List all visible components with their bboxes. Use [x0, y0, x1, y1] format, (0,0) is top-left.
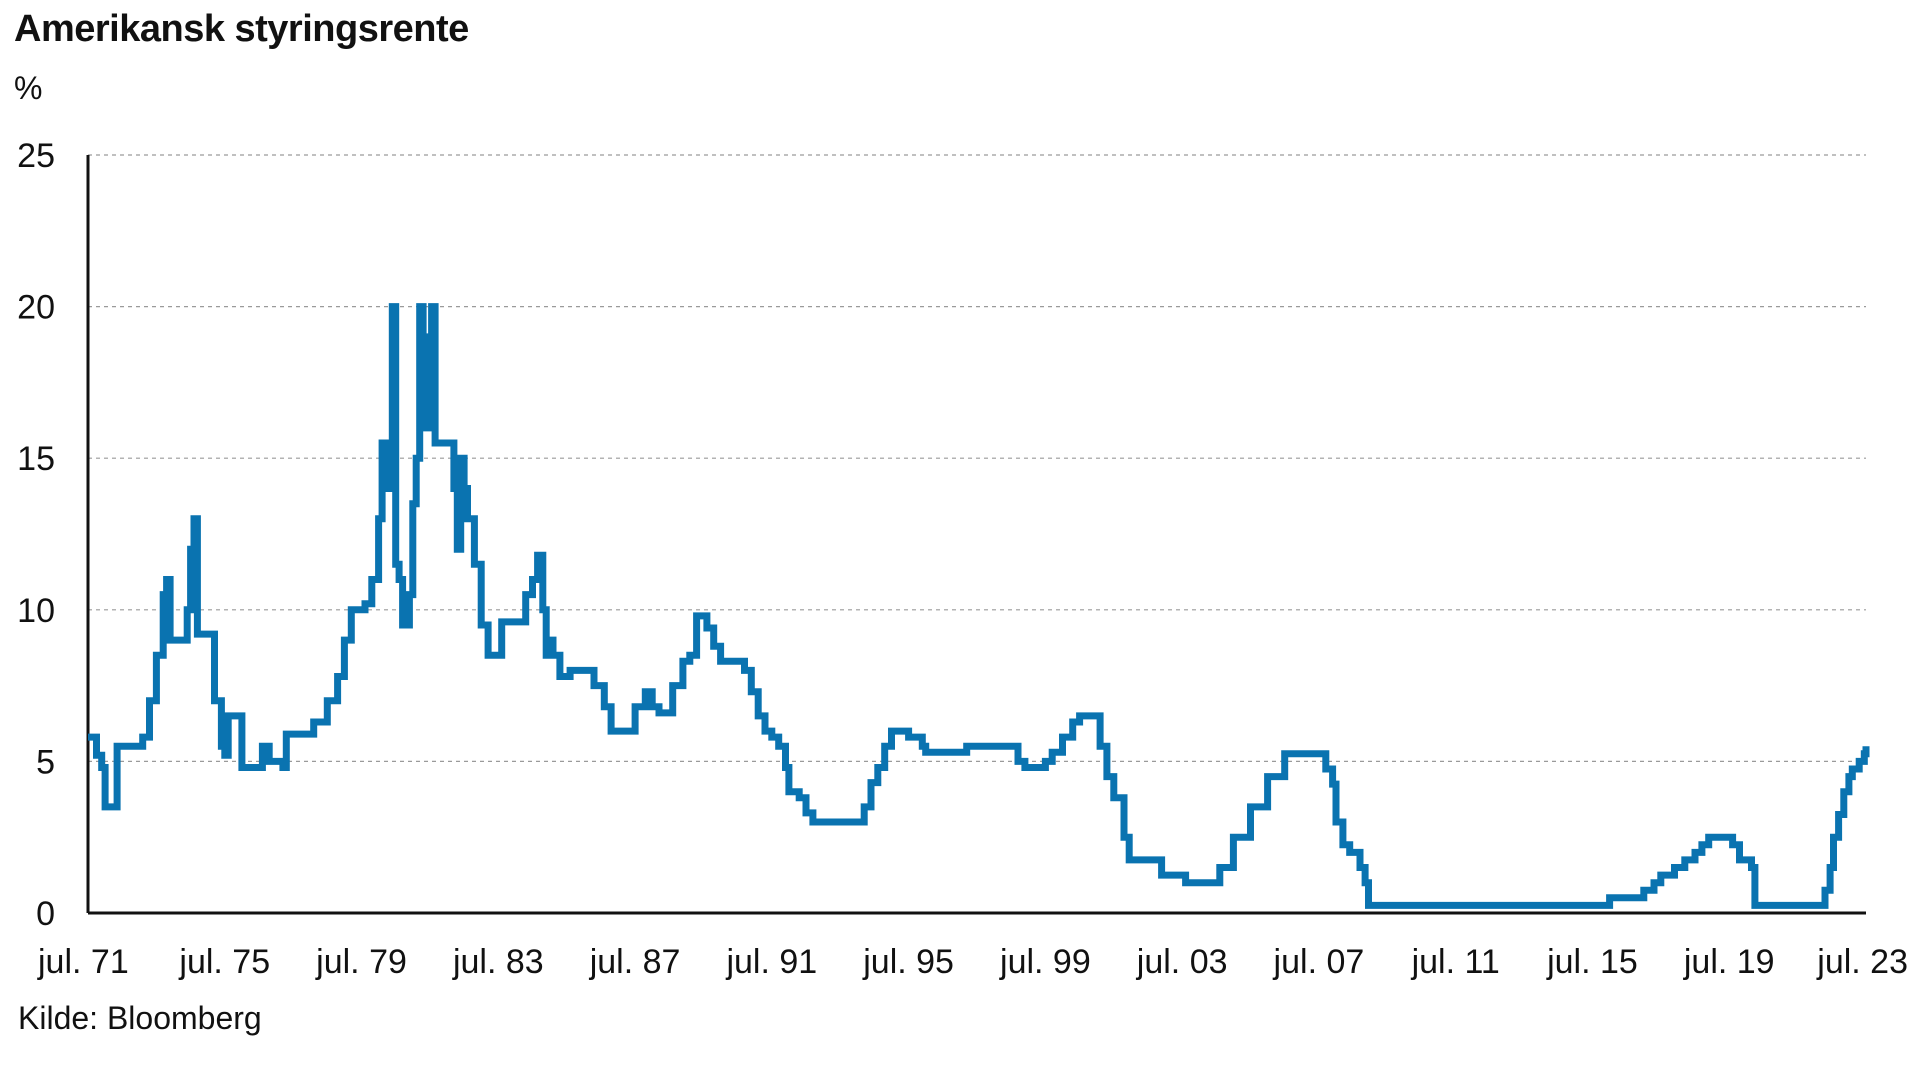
- y-tick-label: 15: [17, 440, 55, 478]
- x-tick-label: jul. 07: [1273, 943, 1365, 981]
- gridlines: [88, 154, 1866, 763]
- axes: [86, 155, 1866, 915]
- x-tick-label: jul. 71: [37, 943, 129, 981]
- x-tick-label: jul. 03: [1136, 943, 1228, 981]
- y-tick-label: 5: [36, 743, 55, 781]
- y-tick-label: 10: [17, 592, 55, 630]
- y-tick-label: 25: [17, 137, 55, 175]
- x-tick-labels: jul. 71 jul. 75 jul. 79 jul. 83 jul. 87 jul. …: [37, 943, 1908, 981]
- source-note: Kilde: Bloomberg: [18, 1000, 262, 1036]
- series-layer: [88, 303, 1870, 909]
- x-tick-label: jul. 95: [862, 943, 954, 981]
- x-tick-label: jul. 83: [452, 943, 544, 981]
- y-tick-label: 0: [36, 895, 55, 933]
- x-tick-label: jul. 79: [315, 943, 407, 981]
- y-tick-label: 20: [17, 289, 55, 327]
- y-tick-labels: 0 5 10 15 20 25: [17, 137, 55, 933]
- x-tick-label: jul. 87: [589, 943, 681, 981]
- x-tick-label: jul. 99: [999, 943, 1091, 981]
- chart-title: Amerikansk styringsrente: [14, 8, 469, 50]
- x-tick-label: jul. 11: [1411, 943, 1500, 981]
- x-tick-label: jul. 19: [1683, 943, 1775, 981]
- x-tick-label: jul. 91: [725, 943, 817, 981]
- x-tick-label: jul. 75: [178, 943, 270, 981]
- y-axis-unit-label: %: [14, 70, 43, 106]
- x-tick-label: jul. 23: [1816, 943, 1908, 981]
- x-tick-label: jul. 15: [1546, 943, 1638, 981]
- series-line: [88, 303, 1870, 909]
